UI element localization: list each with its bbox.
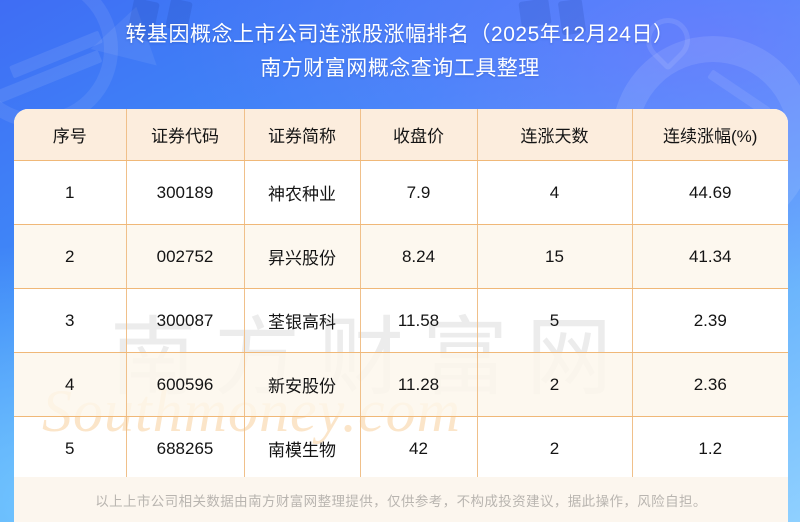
cell-close: 42 bbox=[360, 416, 478, 477]
title-line-1: 转基因概念上市公司连涨股涨幅排名（2025年12月24日） bbox=[125, 23, 675, 46]
cell-change: 44.69 bbox=[632, 160, 788, 225]
cell-close: 11.28 bbox=[360, 352, 478, 417]
column-header-rank[interactable]: 序号 bbox=[14, 109, 127, 161]
cell-code: 002752 bbox=[126, 224, 245, 289]
cell-change: 1.2 bbox=[632, 416, 788, 477]
page-title: 转基因概念上市公司连涨股涨幅排名（2025年12月24日） 南方财富网概念查询工… bbox=[0, 18, 800, 86]
cell-days: 5 bbox=[477, 288, 633, 353]
cell-rank: 4 bbox=[14, 352, 127, 417]
cell-days: 15 bbox=[477, 224, 633, 289]
column-header-close[interactable]: 收盘价 bbox=[360, 109, 478, 161]
cell-days: 2 bbox=[477, 352, 633, 417]
cell-name: 新安股份 bbox=[244, 352, 361, 417]
table-row[interactable]: 3 300087 荃银高科 11.58 5 2.39 bbox=[14, 288, 788, 353]
column-header-change[interactable]: 连续涨幅(%) bbox=[632, 109, 788, 161]
cell-rank: 2 bbox=[14, 224, 127, 289]
cell-name: 南模生物 bbox=[244, 416, 361, 477]
table-header-row: 序号 证券代码 证券简称 收盘价 连涨天数 连续涨幅(%) bbox=[14, 109, 788, 161]
cell-close: 11.58 bbox=[360, 288, 478, 353]
title-line-2: 南方财富网概念查询工具整理 bbox=[260, 57, 540, 80]
cell-change: 2.36 bbox=[632, 352, 788, 417]
cell-code: 300087 bbox=[126, 288, 245, 353]
cell-code: 600596 bbox=[126, 352, 245, 417]
footer-bar: 以上上市公司相关数据由南方财富网整理提供，仅供参考，不构成投资建议，据此操作，风… bbox=[14, 477, 788, 522]
cell-days: 4 bbox=[477, 160, 633, 225]
cell-change: 2.39 bbox=[632, 288, 788, 353]
cell-rank: 3 bbox=[14, 288, 127, 353]
cell-close: 8.24 bbox=[360, 224, 478, 289]
column-header-code[interactable]: 证券代码 bbox=[126, 109, 245, 161]
cell-code: 300189 bbox=[126, 160, 245, 225]
cell-code: 688265 bbox=[126, 416, 245, 477]
cell-rank: 5 bbox=[14, 416, 127, 477]
table-body: 1 300189 神农种业 7.9 4 44.69 2 002752 昇兴股份 … bbox=[14, 160, 788, 477]
cell-days: 2 bbox=[477, 416, 633, 477]
table-row[interactable]: 4 600596 新安股份 11.28 2 2.36 bbox=[14, 352, 788, 417]
column-header-name[interactable]: 证券简称 bbox=[244, 109, 361, 161]
table-header: 序号 证券代码 证券简称 收盘价 连涨天数 连续涨幅(%) bbox=[14, 109, 788, 161]
table-row[interactable]: 2 002752 昇兴股份 8.24 15 41.34 bbox=[14, 224, 788, 289]
ranking-table: 序号 证券代码 证券简称 收盘价 连涨天数 连续涨幅(%) 1 300189 神… bbox=[14, 109, 788, 477]
cell-close: 7.9 bbox=[360, 160, 478, 225]
column-header-days[interactable]: 连涨天数 bbox=[477, 109, 633, 161]
cell-name: 神农种业 bbox=[244, 160, 361, 225]
cell-change: 41.34 bbox=[632, 224, 788, 289]
cell-name: 荃银高科 bbox=[244, 288, 361, 353]
cell-name: 昇兴股份 bbox=[244, 224, 361, 289]
disclaimer-text: 以上上市公司相关数据由南方财富网整理提供，仅供参考，不构成投资建议，据此操作，风… bbox=[95, 493, 707, 509]
cell-rank: 1 bbox=[14, 160, 127, 225]
table-row[interactable]: 1 300189 神农种业 7.9 4 44.69 bbox=[14, 160, 788, 225]
ranking-table-card: 南方财富网 Southmoney.com 序号 证券代码 证券简称 收盘价 连涨… bbox=[14, 109, 788, 477]
table-row[interactable]: 5 688265 南模生物 42 2 1.2 bbox=[14, 416, 788, 477]
